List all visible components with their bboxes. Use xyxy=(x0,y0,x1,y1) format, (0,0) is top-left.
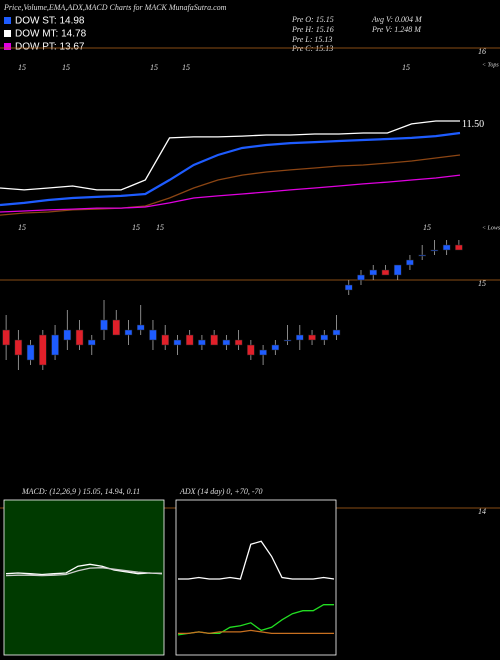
low-mark: 15 xyxy=(423,223,431,232)
legend-entry: DOW ST: 14.98 xyxy=(15,16,85,27)
candle-body xyxy=(26,344,35,361)
candle-body xyxy=(442,244,451,251)
candle-body xyxy=(406,259,414,266)
top-mark: 15 xyxy=(18,63,26,72)
candle-body xyxy=(2,329,10,346)
series-line xyxy=(0,154,461,216)
candle-body xyxy=(332,329,341,336)
low-mark: 15 xyxy=(18,223,26,232)
info: Pre H: 15.16 xyxy=(291,25,334,34)
candle-body xyxy=(185,334,194,346)
y-tick-label: 15 xyxy=(478,279,486,288)
candle-body xyxy=(283,339,292,342)
candle-body xyxy=(393,264,402,276)
y-tick-label: 16 xyxy=(478,47,486,56)
candle-body xyxy=(210,334,218,346)
candle-body xyxy=(369,269,377,276)
info: Pre V: 1.248 M xyxy=(371,25,422,34)
last-value-label: 11.50 xyxy=(462,119,484,130)
candle-body xyxy=(63,329,72,341)
legend-entry: DOW PT: 13.67 xyxy=(15,42,85,53)
series-line xyxy=(0,174,461,213)
top-mark: 15 xyxy=(150,63,158,72)
annotation: < Tops xyxy=(482,62,499,68)
candle-body xyxy=(149,329,157,341)
candle-body xyxy=(100,319,108,331)
candle-body xyxy=(271,344,280,351)
candle-body xyxy=(51,334,59,356)
top-mark: 15 xyxy=(62,63,70,72)
series-line xyxy=(0,120,460,191)
series-line xyxy=(178,629,334,635)
candle-body xyxy=(173,339,182,346)
candle-body xyxy=(39,334,47,366)
candle-body xyxy=(381,269,390,276)
candle-body xyxy=(308,334,316,341)
page-title: Price,Volume,EMA,ADX,MACD Charts for MAC… xyxy=(3,3,227,12)
legend-swatch xyxy=(4,43,11,50)
candle-body xyxy=(234,339,243,346)
top-mark: 15 xyxy=(182,63,190,72)
level-label: 14 xyxy=(478,507,486,516)
macd-panel xyxy=(3,499,165,656)
panel-title: ADX (14 day) 0, +70, -70 xyxy=(179,487,263,496)
candle-body xyxy=(455,244,463,251)
legend-swatch xyxy=(4,17,11,24)
candle-body xyxy=(320,334,329,341)
top-mark: 15 xyxy=(402,63,410,72)
series-line xyxy=(5,563,163,576)
candle-body xyxy=(222,339,231,346)
series-line xyxy=(5,567,163,577)
legend-swatch xyxy=(4,30,11,37)
candle-body xyxy=(430,249,439,252)
annotation: < Lows xyxy=(482,225,500,231)
candle-body xyxy=(345,284,353,291)
candle-body xyxy=(259,349,267,356)
candle-body xyxy=(418,254,426,257)
panel-title: MACD: (12,26,9 ) 15.05, 14.94, 0.11 xyxy=(21,487,140,496)
candle-body xyxy=(75,329,84,346)
candle-body xyxy=(88,339,96,346)
candle-body xyxy=(112,319,120,336)
candle-body xyxy=(124,329,133,336)
candle-body xyxy=(247,344,255,356)
info: Pre L: 15.13 xyxy=(291,35,332,44)
info: Pre O: 15.15 xyxy=(291,15,334,24)
legend-entry: DOW MT: 14.78 xyxy=(15,29,87,40)
info: Avg V: 0.004 M xyxy=(371,15,423,24)
series-line xyxy=(0,131,461,207)
candle-body xyxy=(198,339,206,346)
low-mark: 15 xyxy=(132,223,140,232)
candle-body xyxy=(14,339,23,356)
candle-body xyxy=(357,274,365,281)
candle-body xyxy=(161,334,169,346)
series-line xyxy=(178,540,335,580)
candle-body xyxy=(296,334,304,341)
candle-body xyxy=(136,324,145,331)
low-mark: 15 xyxy=(156,223,164,232)
